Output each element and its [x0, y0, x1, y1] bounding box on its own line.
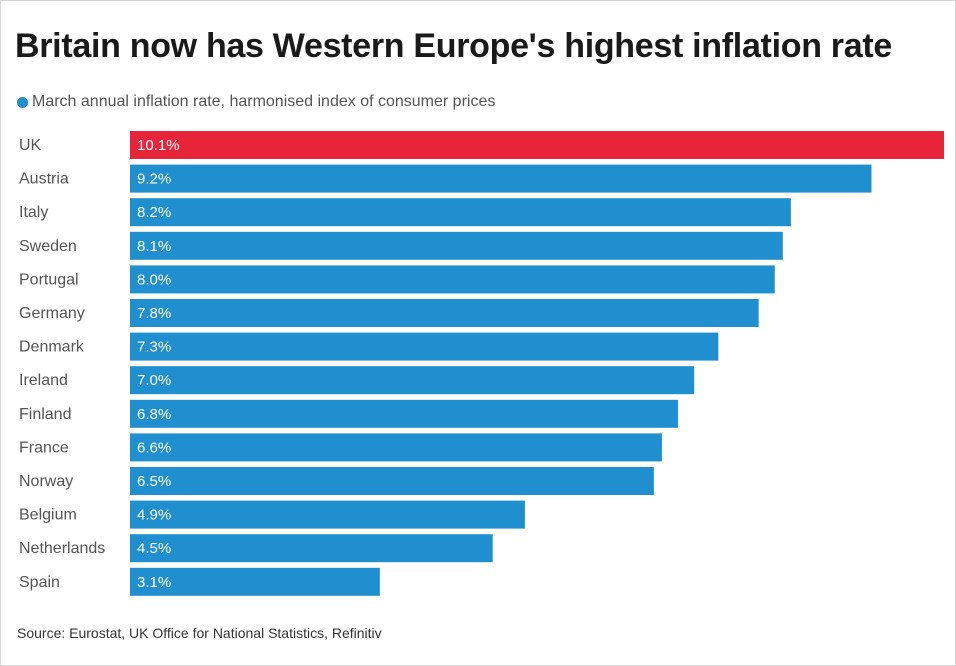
- legend: March annual inflation rate, harmonised …: [17, 93, 495, 111]
- category-label-denmark: Denmark: [19, 339, 85, 356]
- bar-germany: [130, 299, 759, 327]
- bar-italy: [130, 198, 791, 227]
- category-label-norway: Norway: [19, 473, 73, 490]
- bar-netherlands: [130, 534, 493, 563]
- value-label-norway: 6.5%: [137, 473, 171, 490]
- bar-chart: UK 10.1% Austria 9.2% Italy 8.2% Sweden 8.1% Por…: [19, 131, 944, 596]
- bar-denmark: [130, 332, 719, 361]
- value-label-denmark: 7.3%: [137, 339, 171, 356]
- value-label-ireland: 7.0%: [137, 372, 171, 389]
- category-label-sweden: Sweden: [19, 238, 77, 255]
- bar-portugal: [130, 265, 775, 294]
- chart-title: Britain now has Western Europe's highest…: [15, 27, 892, 65]
- bar-ireland: [130, 366, 695, 395]
- category-label-spain: Spain: [19, 574, 60, 591]
- category-label-belgium: Belgium: [19, 507, 77, 524]
- category-label-germany: Germany: [19, 305, 85, 322]
- value-label-france: 6.6%: [137, 439, 171, 456]
- bar-uk: [130, 131, 944, 159]
- source-note: Source: Eurostat, UK Office for National…: [17, 625, 382, 641]
- bar-spain: [130, 567, 380, 596]
- category-label-netherlands: Netherlands: [19, 540, 105, 557]
- category-label-italy: Italy: [19, 204, 48, 221]
- category-label-austria: Austria: [19, 171, 69, 188]
- bar-finland: [130, 399, 679, 428]
- legend-label: March annual inflation rate, harmonised …: [32, 93, 496, 110]
- value-label-spain: 3.1%: [137, 574, 171, 591]
- category-label-uk: UK: [19, 137, 42, 154]
- category-label-ireland: Ireland: [19, 372, 68, 389]
- value-label-belgium: 4.9%: [137, 507, 171, 524]
- category-label-portugal: Portugal: [19, 271, 79, 288]
- value-label-italy: 8.2%: [137, 204, 171, 221]
- value-label-portugal: 8.0%: [137, 271, 171, 288]
- category-label-france: France: [19, 439, 69, 456]
- legend-swatch: [17, 96, 28, 108]
- value-label-finland: 6.8%: [137, 406, 171, 423]
- bar-sweden: [130, 231, 783, 260]
- value-label-uk: 10.1%: [137, 137, 180, 154]
- bar-norway: [130, 467, 654, 495]
- bar-belgium: [130, 500, 525, 529]
- bar-austria: [130, 164, 872, 193]
- value-label-austria: 9.2%: [137, 171, 171, 188]
- value-label-sweden: 8.1%: [137, 238, 171, 255]
- value-label-germany: 7.8%: [137, 305, 171, 322]
- category-label-finland: Finland: [19, 406, 71, 423]
- value-label-netherlands: 4.5%: [137, 540, 171, 557]
- bar-france: [130, 433, 662, 462]
